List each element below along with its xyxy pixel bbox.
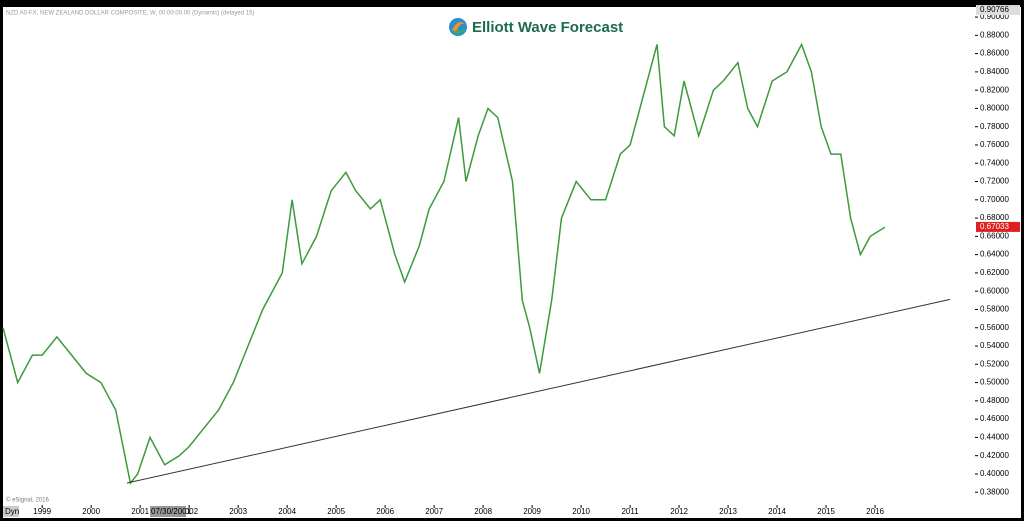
x-tick-label: 2006 — [376, 507, 394, 516]
last-price-box — [976, 221, 1020, 232]
y-tick-label: 0.74000 — [980, 158, 1009, 167]
x-tick-label: 2009 — [523, 507, 541, 516]
x-tick-label: 2005 — [327, 507, 345, 516]
cursor-date: 07/30/2001 — [151, 507, 192, 516]
y-tick-label: 0.58000 — [980, 305, 1009, 314]
logo-swoosh — [454, 28, 466, 34]
y-tick-label: 0.46000 — [980, 414, 1009, 423]
x-tick-label: 2011 — [621, 507, 639, 516]
y-tick-label: 0.44000 — [980, 432, 1009, 441]
y-tick-label: 0.52000 — [980, 359, 1009, 368]
x-tick-label: 2016 — [866, 507, 884, 516]
last-price-label: 0.67033 — [980, 222, 1009, 231]
y-tick-label: 0.56000 — [980, 323, 1009, 332]
y-tick-label: 0.80000 — [980, 104, 1009, 113]
y-tick-label: 0.48000 — [980, 396, 1009, 405]
y-tick-label: 0.88000 — [980, 30, 1009, 39]
x-axis-area — [3, 505, 1021, 518]
copyright: © eSignal, 2016 — [6, 497, 49, 504]
y-tick-label: 0.68000 — [980, 213, 1009, 222]
y-tick-label: 0.76000 — [980, 140, 1009, 149]
x-tick-label: 2014 — [768, 507, 786, 516]
y-tick-label: 0.64000 — [980, 250, 1009, 259]
x-tick-label: 2001 — [131, 507, 149, 516]
y-tick-label: 0.70000 — [980, 195, 1009, 204]
y-tick-label: 0.38000 — [980, 487, 1009, 496]
y-tick-label: 0.42000 — [980, 451, 1009, 460]
y-tick-label: 0.86000 — [980, 49, 1009, 58]
y-tick-label: 0.54000 — [980, 341, 1009, 350]
logo-swoosh — [452, 22, 465, 32]
x-tick-label: 2003 — [229, 507, 247, 516]
y-tick-label: 0.62000 — [980, 268, 1009, 277]
x-tick-label: 2012 — [670, 507, 688, 516]
x-tick-label: 1999 — [33, 507, 51, 516]
y-axis-area — [975, 7, 1021, 505]
price-line — [2, 42, 886, 485]
y-tick-label: 0.40000 — [980, 469, 1009, 478]
x-tick-label: 2008 — [474, 507, 492, 516]
y-tick-label: 0.82000 — [980, 85, 1009, 94]
cursor-date-box — [150, 506, 186, 517]
top-price-label: 0.90766 — [980, 5, 1009, 14]
corner-label: Dyn — [5, 507, 19, 516]
x-tick-label: 2013 — [719, 507, 737, 516]
x-tick-label: 2004 — [278, 507, 296, 516]
x-tick-label: 2000 — [82, 507, 100, 516]
y-tick-label: 0.90000 — [980, 12, 1009, 21]
plot-area — [3, 7, 975, 505]
x-tick-label: 2007 — [425, 507, 443, 516]
y-tick-label: 0.78000 — [980, 122, 1009, 131]
y-tick-label: 0.66000 — [980, 231, 1009, 240]
header: NZD A0-FX, NEW ZEALAND DOLLAR COMPOSITE,… — [6, 11, 254, 17]
x-tick-label: 2015 — [817, 507, 835, 516]
logo-text: Elliott Wave Forecast — [472, 19, 623, 36]
x-tick-label: 2002 — [180, 507, 198, 516]
y-tick-label: 0.50000 — [980, 378, 1009, 387]
y-tick-label: 0.60000 — [980, 286, 1009, 295]
top-price-box — [976, 5, 1020, 16]
y-tick-label: 0.84000 — [980, 67, 1009, 76]
x-tick-label: 2010 — [572, 507, 590, 516]
trendline — [126, 298, 951, 484]
corner-box — [3, 506, 19, 517]
y-tick-label: 0.72000 — [980, 177, 1009, 186]
